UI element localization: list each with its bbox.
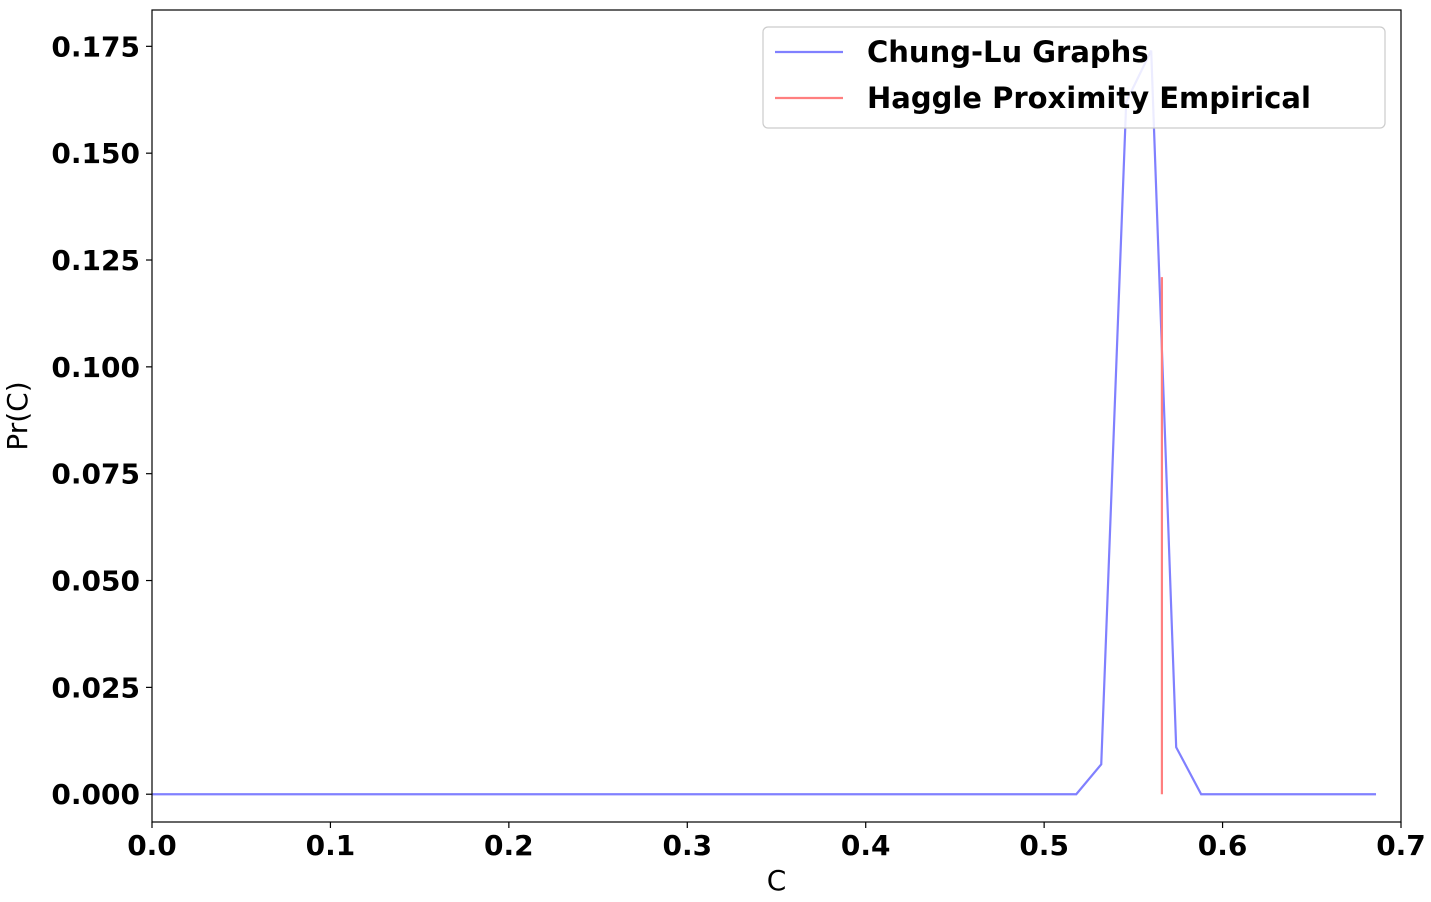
x-axis: 0.0 0.1 0.2 0.3 0.4 0.5 0.6 0.7 bbox=[127, 822, 1426, 862]
x-tick-label: 0.4 bbox=[841, 829, 891, 862]
y-tick-label: 0.175 bbox=[51, 30, 140, 63]
x-tick-label: 0.3 bbox=[662, 829, 712, 862]
y-tick-label: 0.050 bbox=[51, 565, 140, 598]
legend-label-haggle-proximity-empirical: Haggle Proximity Empirical bbox=[867, 81, 1311, 115]
x-tick-label: 0.5 bbox=[1019, 829, 1069, 862]
y-tick-label: 0.075 bbox=[51, 458, 140, 491]
x-axis-label: C bbox=[767, 864, 787, 897]
plot-area bbox=[152, 50, 1377, 796]
axes-frame bbox=[151, 9, 1402, 823]
legend: Chung-Lu Graphs Haggle Proximity Empirica… bbox=[762, 26, 1386, 129]
y-axis-label: Pr(C) bbox=[1, 381, 34, 450]
y-tick-label: 0.025 bbox=[51, 671, 140, 704]
x-tick-label: 0.0 bbox=[127, 829, 177, 862]
legend-label-chung-lu-graphs: Chung-Lu Graphs bbox=[867, 35, 1149, 69]
y-tick-label: 0.000 bbox=[51, 778, 140, 811]
y-tick-label: 0.125 bbox=[51, 244, 140, 277]
series-line-chung-lu-graphs bbox=[152, 50, 1377, 796]
x-tick-label: 0.7 bbox=[1376, 829, 1426, 862]
x-tick-label: 0.6 bbox=[1198, 829, 1248, 862]
y-tick-label: 0.150 bbox=[51, 137, 140, 170]
y-axis: 0.000 0.025 0.050 0.075 0.100 0.125 0.150 0.175 bbox=[51, 30, 152, 811]
x-tick-label: 0.1 bbox=[306, 829, 356, 862]
legend-box bbox=[762, 26, 1386, 129]
x-tick-label: 0.2 bbox=[484, 829, 534, 862]
y-tick-label: 0.100 bbox=[51, 351, 140, 384]
